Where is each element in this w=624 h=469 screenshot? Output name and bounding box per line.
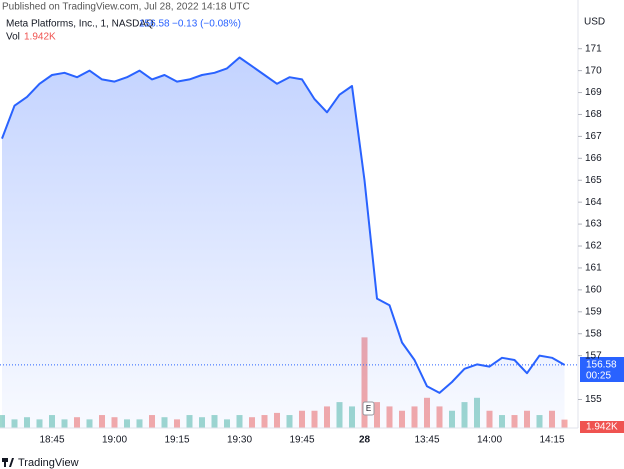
y-tick-label: 162 bbox=[585, 241, 602, 252]
y-tick-label: 157 bbox=[585, 350, 602, 361]
y-tick-label: 155 bbox=[585, 394, 602, 405]
price-label-box bbox=[580, 357, 624, 382]
volume-label: 1.942K bbox=[586, 422, 618, 433]
y-tick-label: 170 bbox=[585, 65, 602, 76]
y-tick-label: 161 bbox=[585, 263, 602, 274]
x-tick-label: 28 bbox=[359, 435, 371, 446]
y-tick-label: 169 bbox=[585, 87, 602, 98]
x-tick-label: 18:45 bbox=[39, 435, 64, 446]
volume-label-box bbox=[580, 421, 624, 433]
legend-change: −0.13 (−0.08%) bbox=[172, 19, 241, 30]
y-tick-label: 168 bbox=[585, 109, 602, 120]
y-tick-label: 167 bbox=[585, 131, 602, 142]
x-tick-label: 14:15 bbox=[539, 435, 564, 446]
published-note: Published on TradingView.com, Jul 28, 20… bbox=[2, 2, 250, 13]
y-tick-label: 164 bbox=[585, 197, 602, 208]
x-tick-label: 19:45 bbox=[289, 435, 314, 446]
x-tick-label: 13:45 bbox=[414, 435, 439, 446]
x-tick-label: 19:00 bbox=[102, 435, 127, 446]
plot-area bbox=[0, 56, 578, 428]
brand: TradingView bbox=[18, 457, 79, 469]
countdown: 00:25 bbox=[586, 371, 611, 382]
area bbox=[2, 57, 565, 428]
volume-legend: Vol bbox=[6, 32, 20, 43]
y-tick-label: 159 bbox=[585, 306, 602, 317]
earnings-badge[interactable] bbox=[362, 401, 375, 416]
x-tick-label: 19:30 bbox=[227, 435, 252, 446]
price-line bbox=[1, 56, 565, 394]
volume-last: 1.942K bbox=[24, 32, 56, 43]
legend-title: Meta Platforms, Inc., 1, NASDAQ bbox=[6, 19, 154, 30]
x-tick-label: 19:15 bbox=[164, 435, 189, 446]
y-tick-label: 165 bbox=[585, 175, 602, 186]
logo bbox=[2, 458, 14, 467]
legend-last: 156.58 bbox=[139, 19, 170, 30]
y-tick-label: 166 bbox=[585, 153, 602, 164]
x-tick-label: 14:00 bbox=[477, 435, 502, 446]
y-tick-label: 160 bbox=[585, 285, 602, 296]
y-tick-label: 163 bbox=[585, 219, 602, 230]
currency: USD bbox=[584, 17, 605, 28]
y-tick-label: 171 bbox=[585, 43, 602, 54]
y-tick-label: 158 bbox=[585, 328, 602, 339]
earnings-label[interactable]: E bbox=[366, 404, 371, 413]
price-label: 156.58 bbox=[586, 360, 617, 371]
